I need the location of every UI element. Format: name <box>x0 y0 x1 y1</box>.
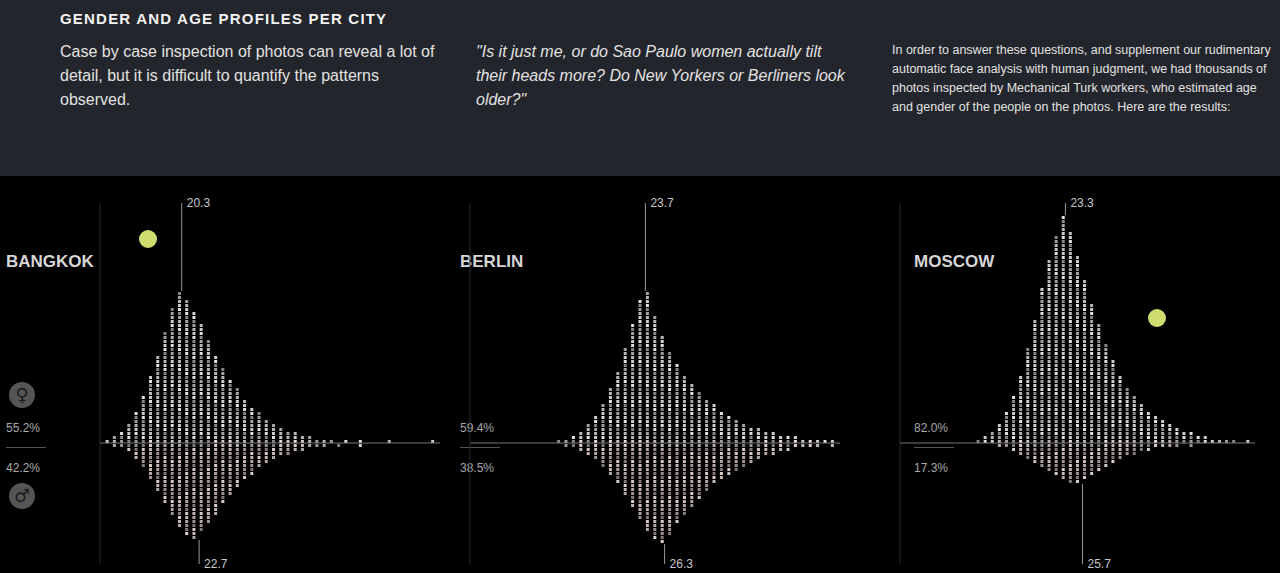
svg-text:23.3: 23.3 <box>1070 196 1094 210</box>
html-text:59.4%: 59.4% <box>460 421 494 435</box>
html-text:82.0%: 82.0% <box>914 421 948 435</box>
svg-text:25.7: 25.7 <box>1087 557 1111 571</box>
html-text:38.5%: 38.5% <box>460 461 494 475</box>
html-text:"Is it just me, or do Sao Paul: "Is it just me, or do Sao Paulo women ac… <box>476 43 845 108</box>
html-text:55.2%: 55.2% <box>6 421 40 435</box>
html-text:42.2%: 42.2% <box>6 461 40 475</box>
html-text:BERLIN: BERLIN <box>460 252 524 271</box>
svg-text:20.3: 20.3 <box>187 196 211 210</box>
svg-text:22.7: 22.7 <box>204 557 228 571</box>
svg-text:26.3: 26.3 <box>670 557 694 571</box>
html-text:BANGKOK: BANGKOK <box>6 252 94 271</box>
html-text:GENDER AND AGE PROFILES PER CI: GENDER AND AGE PROFILES PER CITY <box>60 10 388 27</box>
html-text:17.3%: 17.3% <box>914 461 948 475</box>
html-text:Case by case inspection of pho: Case by case inspection of photos can re… <box>60 43 435 108</box>
svg-text:23.7: 23.7 <box>650 196 674 210</box>
html-text:In order to answer these quest: In order to answer these questions, and … <box>892 43 1271 114</box>
html-text:MOSCOW: MOSCOW <box>914 252 995 271</box>
